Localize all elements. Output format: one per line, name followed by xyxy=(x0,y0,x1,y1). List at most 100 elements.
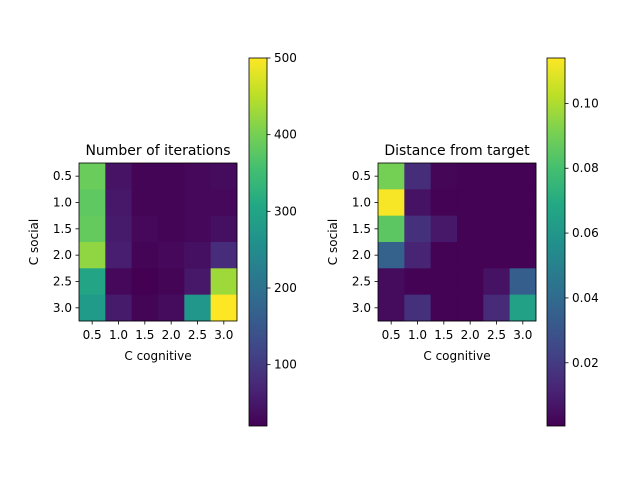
heatmap-cell xyxy=(456,294,484,322)
heatmap-cell xyxy=(157,215,185,243)
heatmap-cell xyxy=(509,241,537,269)
heatmap-cell xyxy=(430,241,458,269)
x-tick-label: 0.5 xyxy=(382,328,401,342)
heatmap-iterations-panel: Number of iterations 0.5 1.0 1.5 2.0 2.5 3.0 0.… xyxy=(27,51,297,427)
chart-title: Distance from target xyxy=(384,143,530,159)
heatmap-cell xyxy=(483,215,511,243)
x-tick-label: 3.0 xyxy=(513,328,532,342)
heatmap-cell xyxy=(79,268,106,296)
x-tick-label: 1.0 xyxy=(109,328,128,342)
heatmap-cell xyxy=(430,163,458,190)
heatmap-cell xyxy=(483,294,511,322)
colorbar xyxy=(546,57,566,427)
x-tick-label: 3.0 xyxy=(214,328,233,342)
heatmap-cell xyxy=(184,268,212,296)
heatmap-cell xyxy=(210,215,238,243)
y-tick-label: 3.0 xyxy=(53,301,72,315)
heatmap-cell xyxy=(430,268,458,296)
x-tick-label: 1.5 xyxy=(135,328,154,342)
colorbar-tick-label: 100 xyxy=(274,358,297,372)
heatmap-cell xyxy=(378,189,405,217)
heatmap-cell xyxy=(210,163,238,190)
heatmap-cell xyxy=(131,241,159,269)
heatmap-cell xyxy=(105,294,133,322)
heatmap-cell xyxy=(483,241,511,269)
colorbar-tick-label: 0.06 xyxy=(572,226,599,240)
heatmap-cell xyxy=(456,163,484,190)
heatmap-cell xyxy=(509,215,537,243)
heatmap-cell xyxy=(378,163,405,190)
heatmap-cell xyxy=(79,189,106,217)
heatmap-cell xyxy=(184,294,212,322)
heatmap-cell xyxy=(430,294,458,322)
heatmap-cell xyxy=(131,294,159,322)
y-tick-label: 0.5 xyxy=(352,169,371,183)
y-tick-label: 2.0 xyxy=(352,248,371,262)
heatmap-cell xyxy=(509,189,537,217)
heatmap-cell xyxy=(404,241,432,269)
heatmap-cell xyxy=(483,163,511,190)
heatmap-cell xyxy=(131,268,159,296)
heatmap-cell xyxy=(210,241,238,269)
colorbar-tick-label: 0.10 xyxy=(572,96,599,110)
colorbar-tick-label: 400 xyxy=(274,128,297,142)
heatmap-cell xyxy=(430,189,458,217)
y-tick-label: 0.5 xyxy=(53,169,72,183)
plot-frame xyxy=(377,162,537,322)
heatmap-cell xyxy=(105,189,133,217)
heatmap-cell xyxy=(483,268,511,296)
heatmap-cell xyxy=(404,163,432,190)
heatmap-cell xyxy=(456,189,484,217)
heatmap-cell xyxy=(378,268,405,296)
y-tick-label: 1.5 xyxy=(53,222,72,236)
colorbar-tick-label: 500 xyxy=(274,51,297,65)
colorbar xyxy=(248,57,268,427)
x-tick-label: 1.0 xyxy=(408,328,427,342)
heatmap-cell xyxy=(105,268,133,296)
x-tick-label: 2.0 xyxy=(162,328,181,342)
heatmap-cell xyxy=(105,241,133,269)
heatmap-cell xyxy=(509,163,537,190)
heatmap-cell xyxy=(509,294,537,322)
heatmap-cell xyxy=(79,163,106,190)
heatmap-cell xyxy=(404,294,432,322)
heatmap-cell xyxy=(483,189,511,217)
heatmap-cell xyxy=(456,241,484,269)
heatmap-cell xyxy=(404,189,432,217)
heatmap-cell xyxy=(105,163,133,190)
heatmap-cell xyxy=(79,215,106,243)
heatmap-cell xyxy=(184,189,212,217)
heatmap-cell xyxy=(131,215,159,243)
x-axis-label: C cognitive xyxy=(423,349,490,363)
heatmap-cell xyxy=(157,189,185,217)
x-tick-label: 2.5 xyxy=(188,328,207,342)
y-tick-label: 2.5 xyxy=(352,274,371,288)
heatmap-cell xyxy=(404,268,432,296)
heatmap-cell xyxy=(157,268,185,296)
heatmap-cell xyxy=(131,189,159,217)
y-tick-label: 1.5 xyxy=(352,222,371,236)
heatmap-cell xyxy=(157,294,185,322)
colorbar-tick-label: 0.08 xyxy=(572,161,599,175)
heatmap-cell xyxy=(378,294,405,322)
heatmap-cell xyxy=(79,294,106,322)
heatmap-cell xyxy=(157,163,185,190)
plot-frame xyxy=(78,162,238,322)
y-tick-label: 2.5 xyxy=(53,274,72,288)
heatmap-cell xyxy=(404,215,432,243)
heatmap-cell xyxy=(105,215,133,243)
colorbar-tick-label: 0.02 xyxy=(572,356,599,370)
y-tick-label: 1.0 xyxy=(352,196,371,210)
heatmap-cell xyxy=(430,215,458,243)
y-axis-label: C social xyxy=(326,219,340,265)
heatmap-cell xyxy=(79,241,106,269)
heatmap-cell xyxy=(184,215,212,243)
chart-title: Number of iterations xyxy=(85,143,230,159)
heatmap-cell xyxy=(378,241,405,269)
y-tick-label: 3.0 xyxy=(352,301,371,315)
y-axis-label: C social xyxy=(27,219,41,265)
heatmap-cell xyxy=(456,268,484,296)
x-tick-label: 0.5 xyxy=(83,328,102,342)
heatmap-cell xyxy=(184,163,212,190)
